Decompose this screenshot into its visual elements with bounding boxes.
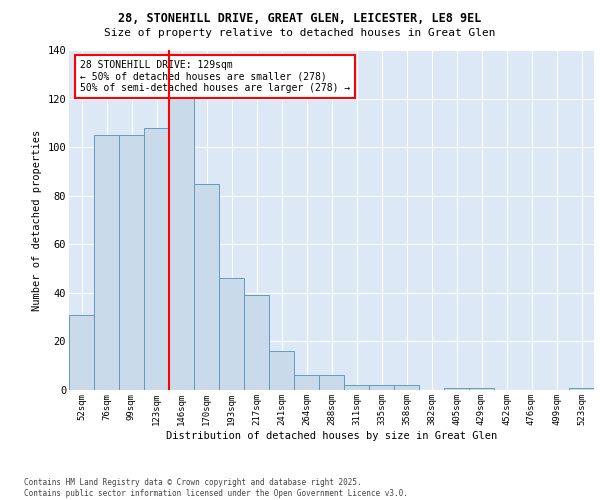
Bar bbox=[344, 385, 369, 390]
Y-axis label: Number of detached properties: Number of detached properties bbox=[32, 130, 42, 310]
Bar bbox=[394, 385, 419, 390]
Text: Contains HM Land Registry data © Crown copyright and database right 2025.
Contai: Contains HM Land Registry data © Crown c… bbox=[24, 478, 408, 498]
Bar bbox=[294, 376, 319, 390]
Text: 28, STONEHILL DRIVE, GREAT GLEN, LEICESTER, LE8 9EL: 28, STONEHILL DRIVE, GREAT GLEN, LEICEST… bbox=[118, 12, 482, 26]
Bar bbox=[169, 94, 194, 390]
Bar bbox=[244, 296, 269, 390]
Bar bbox=[69, 314, 94, 390]
Bar bbox=[219, 278, 244, 390]
Bar bbox=[144, 128, 169, 390]
Bar bbox=[469, 388, 494, 390]
Bar bbox=[269, 351, 294, 390]
Bar bbox=[194, 184, 219, 390]
Bar bbox=[444, 388, 469, 390]
Bar bbox=[319, 376, 344, 390]
Text: 28 STONEHILL DRIVE: 129sqm
← 50% of detached houses are smaller (278)
50% of sem: 28 STONEHILL DRIVE: 129sqm ← 50% of deta… bbox=[79, 60, 350, 94]
Bar bbox=[569, 388, 594, 390]
Bar bbox=[94, 135, 119, 390]
X-axis label: Distribution of detached houses by size in Great Glen: Distribution of detached houses by size … bbox=[166, 430, 497, 440]
Bar bbox=[119, 135, 144, 390]
Text: Size of property relative to detached houses in Great Glen: Size of property relative to detached ho… bbox=[104, 28, 496, 38]
Bar bbox=[369, 385, 394, 390]
